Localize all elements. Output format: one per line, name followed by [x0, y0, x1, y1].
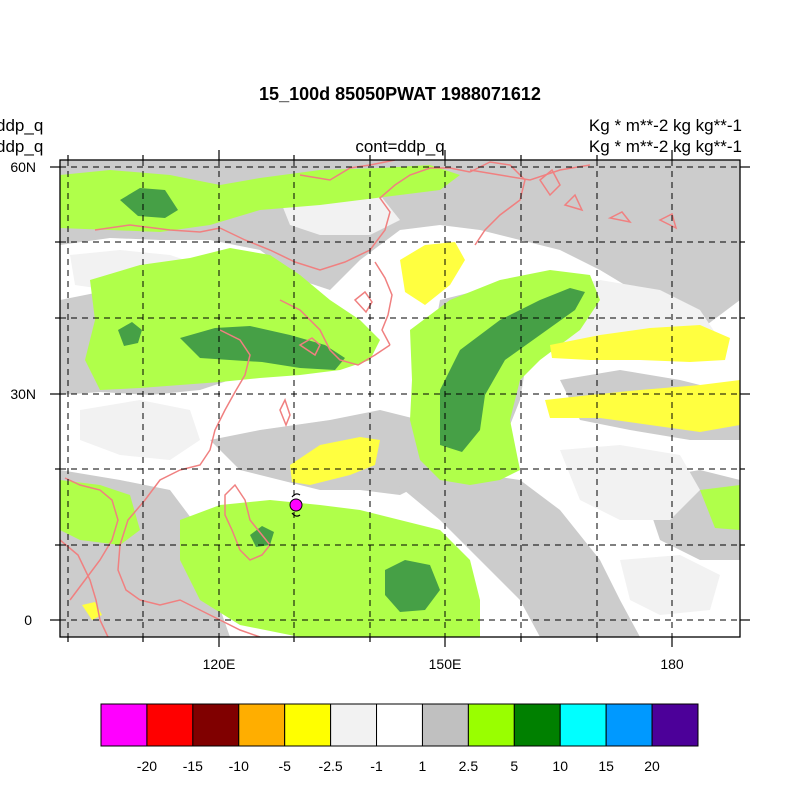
colorbar-label: -1	[370, 758, 383, 774]
colorbar-label: 1	[418, 758, 427, 774]
left-label-2: ddp_q	[0, 137, 44, 156]
lat-tick-30n: 30N	[10, 386, 36, 402]
colorbar-label: 5	[510, 758, 519, 774]
colorbar-label: -15	[182, 758, 203, 774]
colorbar-label: -10	[228, 758, 249, 774]
colorbar-swatch	[651, 703, 699, 747]
colorbar-label: -20	[136, 758, 158, 774]
coastlines	[60, 160, 678, 637]
colorbar-label: 20	[644, 758, 660, 774]
lat-tick-0: 0	[24, 612, 32, 628]
colorbar-swatch	[421, 703, 469, 747]
lon-tick-150e: 150E	[429, 656, 462, 672]
tick-marks	[50, 150, 750, 647]
lon-tick-120e: 120E	[203, 656, 236, 672]
colorbar-label: 10	[552, 758, 569, 774]
colorbar-label: -2.5	[318, 758, 343, 774]
colorbar-swatch	[100, 703, 148, 747]
colorbar-swatch	[146, 703, 194, 747]
lat-tick-60n: 60N	[10, 159, 36, 175]
gridlines	[60, 160, 740, 637]
yellow-contour-regions	[82, 242, 740, 620]
center-label: cont=ddp_q	[355, 137, 445, 156]
left-label-1: ddp_q	[0, 116, 44, 135]
lon-tick-180: 180	[660, 656, 684, 672]
map-frame	[59, 159, 741, 638]
map-field	[60, 160, 740, 637]
colorbar-swatch	[467, 703, 515, 747]
colorbar-swatch	[238, 703, 286, 747]
colorbar-swatch	[513, 703, 561, 747]
colorbar-swatch	[330, 703, 378, 747]
plot-title: 15_100d 85050PWAT 1988071612	[259, 84, 541, 104]
typhoon-marker	[289, 493, 303, 517]
right-label-2: Kg * m**-2 kg kg**-1	[588, 137, 742, 156]
colorbar-label: 2.5	[458, 758, 479, 774]
colorbar-swatch	[192, 703, 240, 747]
colorbar-label: -5	[278, 758, 291, 774]
colorbar-swatch	[284, 703, 332, 747]
colorbar	[100, 703, 699, 747]
colorbar-swatch	[605, 703, 653, 747]
colorbar-swatch	[559, 703, 607, 747]
colorbar-label: 15	[598, 758, 614, 774]
right-label-1: Kg * m**-2 kg kg**-1	[588, 116, 742, 135]
darkgreen-contour-regions	[118, 188, 585, 612]
colorbar-swatch	[376, 703, 423, 747]
